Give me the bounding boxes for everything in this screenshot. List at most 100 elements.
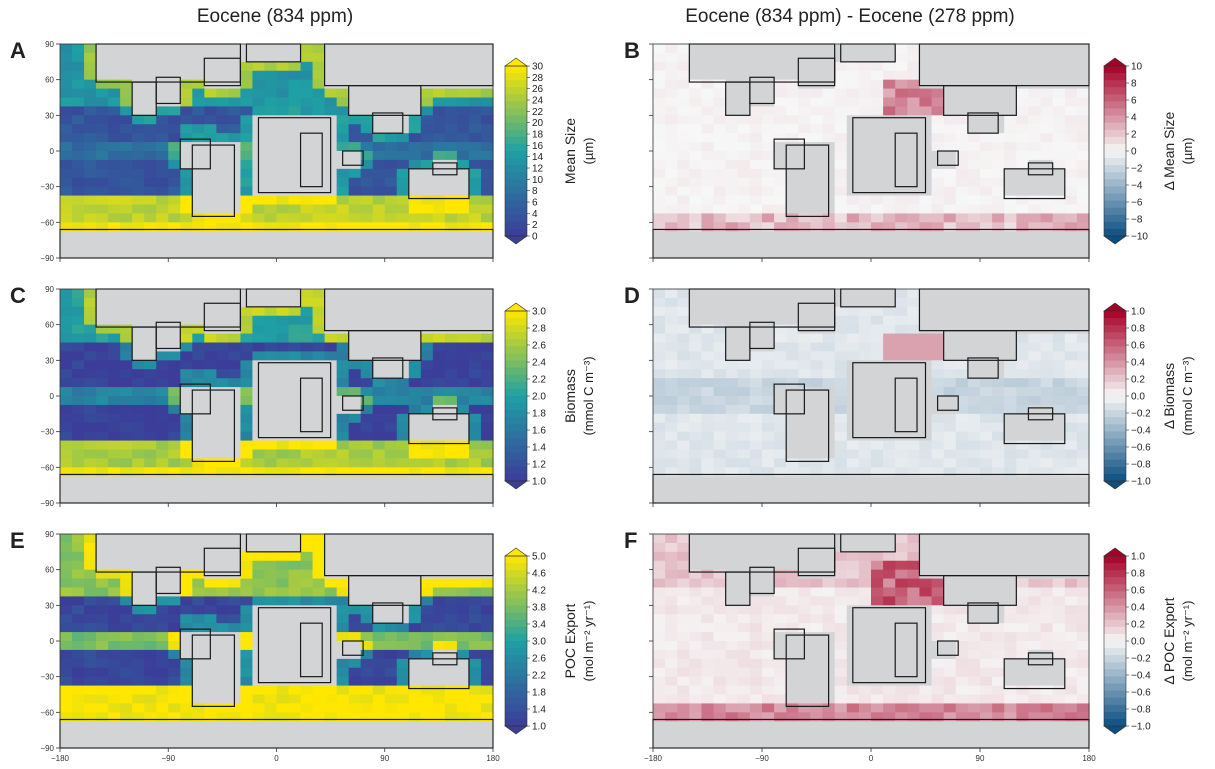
grid-cell [396,342,410,353]
grid-cell [701,168,715,179]
grid-cell [895,240,908,250]
grid-cell [156,440,169,451]
grid-cell [264,106,278,116]
grid-cell [144,142,157,152]
grid-cell [408,360,422,370]
grid-cell [701,289,715,299]
grid-cell [931,231,945,241]
grid-cell [156,396,169,406]
grid-cell [749,476,763,486]
grid-cell [312,569,326,580]
grid-cell [84,44,97,54]
grid-cell [1016,213,1030,223]
grid-cell [725,115,739,125]
grid-cell [336,79,350,90]
grid-cell [858,378,872,388]
grid-cell [432,88,446,99]
grid-cell [96,387,109,397]
grid-cell [1076,142,1090,152]
grid-cell [72,204,85,215]
grid-cell [384,431,398,442]
grid-cell [156,52,169,63]
grid-cell [192,159,205,170]
grid-cell [180,231,193,241]
grid-cell [677,534,690,544]
grid-cell [192,569,205,580]
grid-cell [677,213,690,223]
grid-cell [701,186,715,197]
grid-cell [180,88,193,99]
grid-cell [871,342,884,353]
grid-cell [713,240,727,250]
right-column-title: Eocene (834 ppm) - Eocene (278 ppm) [685,6,1015,27]
grid-cell [156,703,169,713]
grid-cell [955,440,969,451]
grid-cell [60,685,73,696]
grid-cell [276,449,290,460]
grid-cell [883,476,896,486]
grid-cell [677,115,690,125]
grid-cell [120,649,133,660]
grid-cell [384,306,398,317]
grid-cell [992,249,1005,259]
grid-cell [774,44,787,54]
grid-cell [665,413,678,424]
grid-cell [895,142,908,152]
grid-cell [943,431,957,442]
grid-cell [408,342,422,353]
grid-cell [955,342,969,353]
grid-cell [72,404,85,415]
grid-cell [468,422,482,433]
grid-cell [168,324,181,335]
grid-cell [931,413,945,424]
grid-cell [228,467,242,477]
grid-cell [468,431,482,442]
grid-cell [312,204,326,215]
grid-cell [264,133,278,143]
grid-cell [725,204,739,215]
grid-cell [653,315,666,326]
grid-cell [348,360,362,370]
grid-cell [84,658,97,669]
grid-cell [456,560,470,571]
grid-cell [967,449,981,460]
grid-cell [858,151,872,161]
grid-cell [312,342,326,353]
grid-cell [798,315,812,326]
grid-cell [432,177,446,188]
grid-cell [432,703,446,713]
grid-cell [192,476,205,486]
grid-cell [1016,485,1030,495]
grid-cell [240,413,254,424]
grid-cell [931,534,945,544]
grid-cell [180,404,193,415]
grid-cell [1004,124,1017,134]
grid-cell [432,342,446,353]
grid-cell [653,534,666,544]
grid-cell [943,297,957,308]
grid-cell [408,52,422,63]
grid-cell [84,177,97,188]
grid-cell [834,151,848,161]
grid-cell [980,177,993,188]
grid-cell [1052,168,1066,179]
grid-cell [252,485,266,495]
grid-cell [240,658,254,669]
grid-cell [1052,195,1066,206]
grid-cell [96,431,109,442]
grid-cell [846,467,860,477]
grid-cell [1052,231,1066,241]
grid-cell [980,396,993,406]
grid-cell [762,476,775,486]
grid-cell [108,658,121,669]
grid-cell [84,649,97,660]
grid-cell [408,306,422,317]
grid-cell [96,542,109,553]
grid-cell [228,289,242,299]
grid-cell [468,289,482,299]
grid-cell [396,623,410,633]
grid-cell [264,351,278,361]
grid-cell [420,667,434,678]
grid-cell [665,542,678,553]
grid-cell [943,360,957,370]
